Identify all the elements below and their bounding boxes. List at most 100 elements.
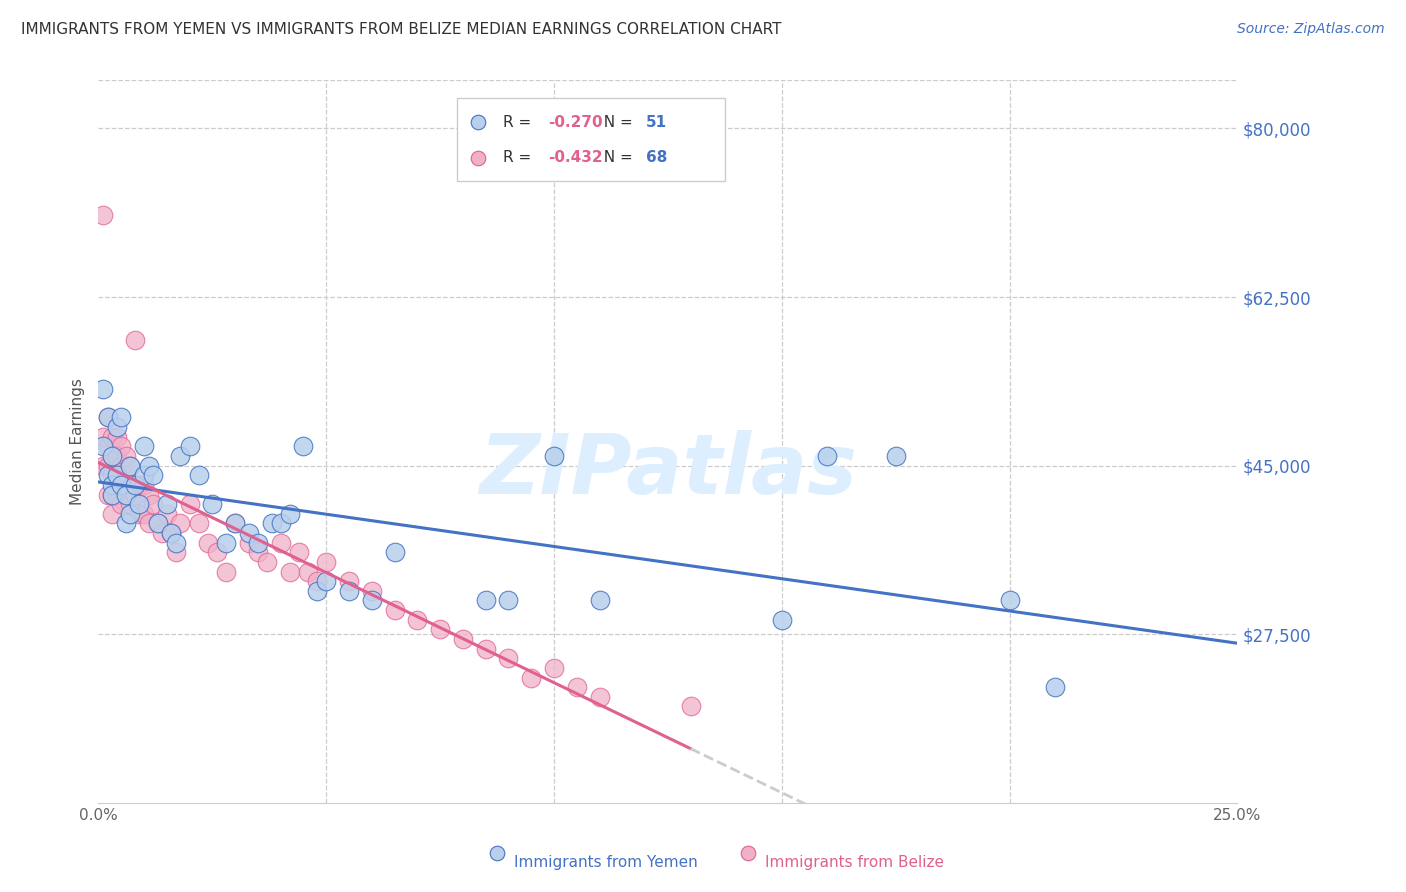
- Point: [91, 439, 114, 453]
- Point: [384, 603, 406, 617]
- Point: [197, 535, 219, 549]
- Point: [114, 516, 136, 531]
- Point: [114, 468, 136, 483]
- Point: [146, 516, 169, 531]
- Point: [124, 478, 146, 492]
- Point: [91, 430, 114, 444]
- Point: [146, 516, 169, 531]
- Point: [128, 507, 150, 521]
- Text: N =: N =: [593, 115, 637, 129]
- Point: [142, 468, 165, 483]
- Point: [110, 410, 132, 425]
- Point: [114, 449, 136, 463]
- Point: [224, 516, 246, 531]
- Point: [498, 593, 520, 607]
- Point: [201, 497, 224, 511]
- Point: [114, 487, 136, 501]
- Point: [998, 593, 1021, 607]
- Point: [543, 449, 565, 463]
- Point: [124, 334, 146, 348]
- Point: [120, 458, 142, 473]
- Point: [474, 641, 496, 656]
- Text: 68: 68: [647, 150, 668, 165]
- Text: Source: ZipAtlas.com: Source: ZipAtlas.com: [1237, 22, 1385, 37]
- Point: [114, 487, 136, 501]
- Point: [1043, 680, 1066, 694]
- Point: [138, 458, 160, 473]
- Point: [105, 468, 128, 483]
- Point: [128, 497, 150, 511]
- Point: [292, 439, 315, 453]
- Point: [105, 430, 128, 444]
- Point: [205, 545, 228, 559]
- Point: [406, 613, 429, 627]
- Point: [165, 535, 187, 549]
- Point: [124, 487, 146, 501]
- Point: [238, 526, 260, 541]
- Point: [91, 208, 114, 222]
- Text: IMMIGRANTS FROM YEMEN VS IMMIGRANTS FROM BELIZE MEDIAN EARNINGS CORRELATION CHAR: IMMIGRANTS FROM YEMEN VS IMMIGRANTS FROM…: [21, 22, 782, 37]
- Point: [360, 583, 382, 598]
- Point: [105, 468, 128, 483]
- Point: [110, 439, 132, 453]
- Point: [543, 661, 565, 675]
- Point: [110, 458, 132, 473]
- Point: [110, 497, 132, 511]
- Point: [270, 535, 292, 549]
- Text: ZIPatlas: ZIPatlas: [479, 430, 856, 511]
- Point: [96, 487, 118, 501]
- Text: Immigrants from Belize: Immigrants from Belize: [765, 855, 943, 870]
- Text: -0.270: -0.270: [548, 115, 603, 129]
- Point: [474, 593, 496, 607]
- Point: [105, 487, 128, 501]
- Point: [588, 690, 610, 704]
- Point: [132, 507, 155, 521]
- Point: [679, 699, 702, 714]
- Point: [132, 478, 155, 492]
- Point: [96, 410, 118, 425]
- Point: [101, 507, 124, 521]
- Text: R =: R =: [503, 150, 536, 165]
- Point: [160, 526, 183, 541]
- Point: [128, 478, 150, 492]
- Point: [110, 478, 132, 492]
- Y-axis label: Median Earnings: Median Earnings: [70, 378, 86, 505]
- Point: [337, 583, 360, 598]
- Point: [288, 545, 311, 559]
- Point: [132, 468, 155, 483]
- Point: [307, 574, 329, 589]
- Point: [169, 516, 191, 531]
- Point: [120, 497, 142, 511]
- Point: [105, 449, 128, 463]
- Point: [520, 671, 543, 685]
- Point: [278, 507, 301, 521]
- Point: [96, 410, 118, 425]
- Point: [132, 439, 155, 453]
- Point: [565, 680, 588, 694]
- FancyBboxPatch shape: [457, 98, 725, 181]
- Point: [451, 632, 474, 646]
- Point: [150, 526, 173, 541]
- Point: [315, 574, 337, 589]
- Point: [120, 458, 142, 473]
- Point: [187, 468, 209, 483]
- Point: [105, 420, 128, 434]
- Point: [588, 593, 610, 607]
- Point: [884, 449, 907, 463]
- Point: [96, 468, 118, 483]
- Point: [101, 449, 124, 463]
- Text: 51: 51: [647, 115, 668, 129]
- Point: [270, 516, 292, 531]
- Point: [101, 487, 124, 501]
- Point: [429, 623, 451, 637]
- Point: [224, 516, 246, 531]
- Point: [142, 497, 165, 511]
- Point: [307, 583, 329, 598]
- Point: [215, 535, 238, 549]
- Point: [179, 497, 201, 511]
- Text: N =: N =: [593, 150, 637, 165]
- Point: [156, 497, 179, 511]
- Point: [169, 449, 191, 463]
- Text: R =: R =: [503, 115, 536, 129]
- Point: [110, 478, 132, 492]
